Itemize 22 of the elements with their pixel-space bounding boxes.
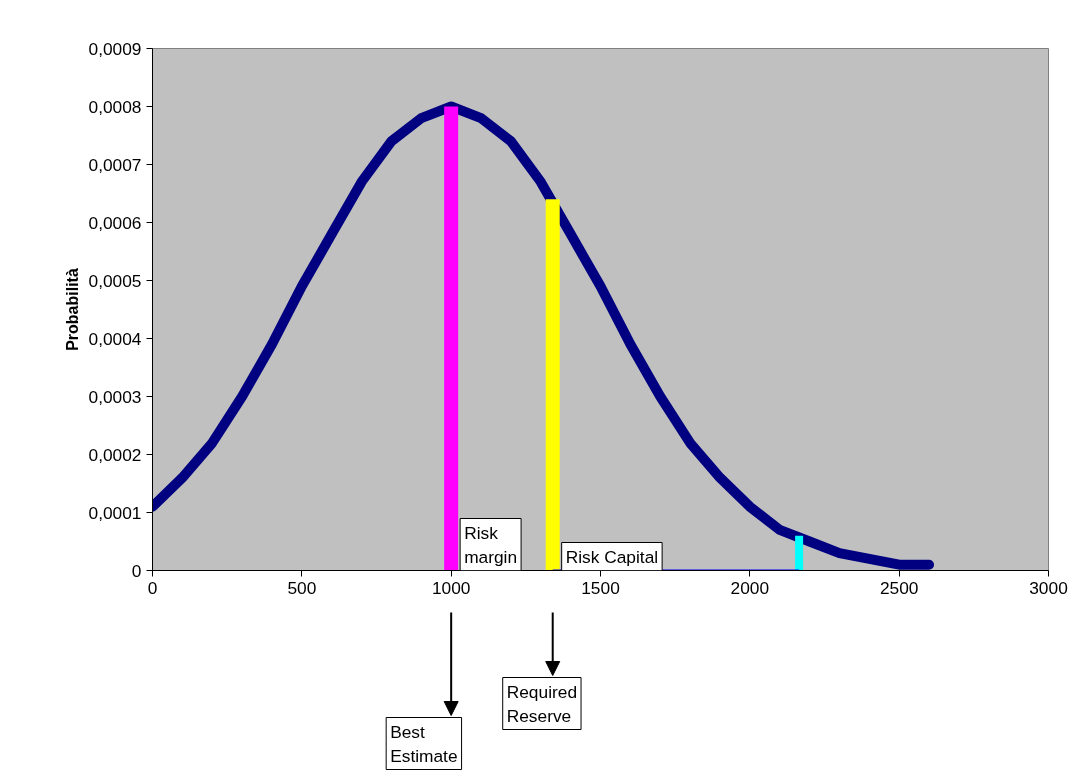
y-axis-title: Probabilità bbox=[63, 268, 81, 351]
annotation: Risk Capital bbox=[565, 546, 659, 567]
y-tick-label: 0 bbox=[131, 560, 142, 581]
y-tick-label: 0,0007 bbox=[88, 154, 142, 175]
y-tick-label: 0,0002 bbox=[88, 444, 142, 465]
x-tick-label: 1000 bbox=[431, 577, 471, 598]
annotation: Best Estimate bbox=[390, 721, 458, 766]
y-tick-label: 0,0006 bbox=[88, 212, 142, 233]
annotation: Required Reserve bbox=[506, 681, 578, 726]
y-tick-label: 0,0004 bbox=[88, 328, 142, 349]
x-tick-label: 3000 bbox=[1029, 577, 1068, 598]
x-tick-label: 0 bbox=[147, 577, 158, 598]
y-tick-label: 0,0003 bbox=[88, 386, 142, 407]
x-tick-label: 2500 bbox=[879, 577, 919, 598]
x-tick-label: 500 bbox=[287, 577, 317, 598]
x-tick-label: 2000 bbox=[730, 577, 770, 598]
y-tick-label: 0,0009 bbox=[88, 38, 142, 59]
annotation: Risk margin bbox=[464, 522, 518, 567]
y-tick-label: 0,0001 bbox=[88, 502, 142, 523]
y-tick-label: 0,0005 bbox=[88, 270, 142, 291]
x-tick-label: 1500 bbox=[581, 577, 620, 598]
y-tick-label: 0,0008 bbox=[88, 96, 142, 117]
